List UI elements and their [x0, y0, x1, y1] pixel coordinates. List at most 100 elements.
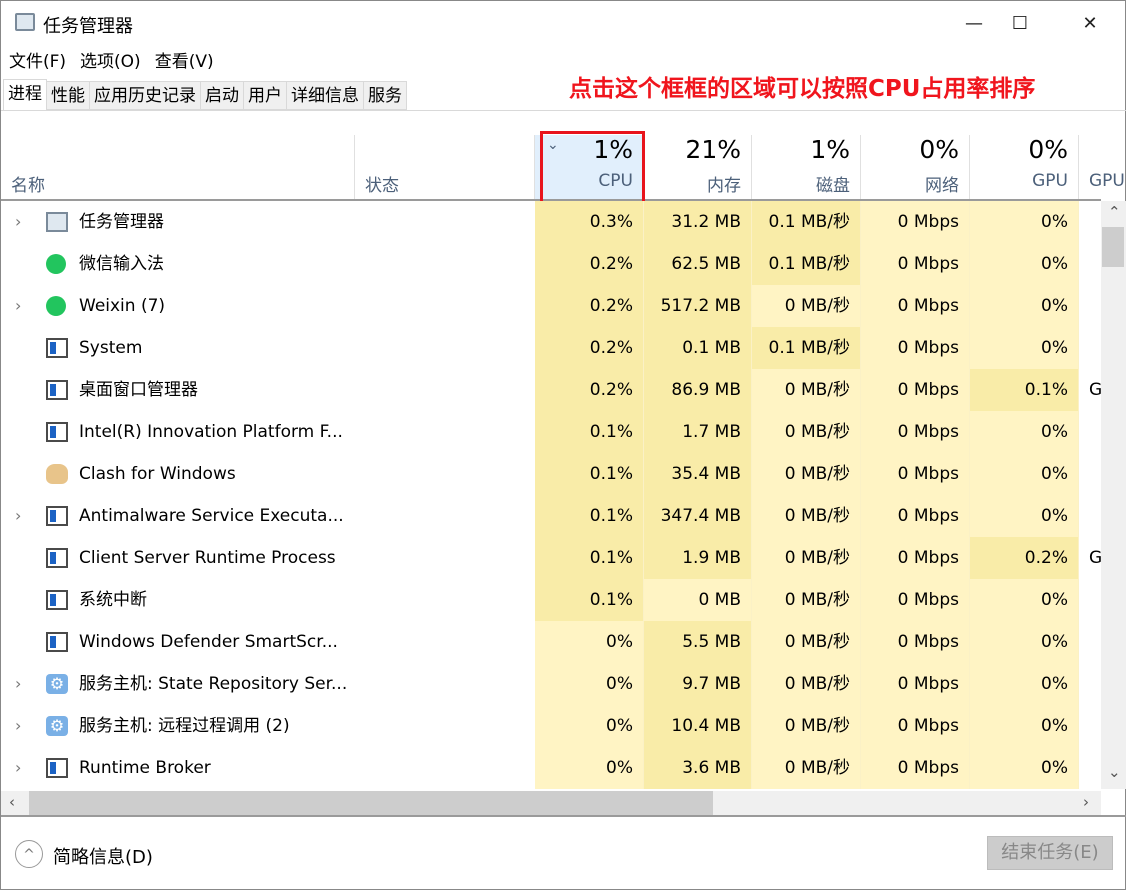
vertical-scroll-thumb[interactable]: [1102, 227, 1124, 267]
gpu-engine-cell: [1079, 495, 1101, 537]
gpu-engine-cell: G: [1089, 380, 1101, 400]
tab-details[interactable]: 详细信息: [287, 81, 364, 110]
header-cpu[interactable]: ⌄ 1% CPU: [535, 135, 644, 199]
end-task-button[interactable]: 结束任务(E): [987, 836, 1113, 870]
tab-users[interactable]: 用户: [244, 81, 287, 110]
header-status[interactable]: 状态: [355, 135, 535, 199]
cpu-cell: 0.1%: [535, 537, 644, 579]
network-cell: 0 Mbps: [861, 621, 970, 663]
disk-cell: 0 MB/秒: [752, 537, 861, 579]
table-row[interactable]: › ⚙ 服务主机: 远程过程调用 (2) 0% 10.4 MB 0 MB/秒 0 Mbps 0…: [1, 705, 1101, 747]
gpu-cell: 0%: [970, 453, 1079, 495]
scroll-down-icon[interactable]: ⌄: [1108, 763, 1121, 781]
table-row[interactable]: › 任务管理器 0.3% 31.2 MB 0.1 MB/秒 0 Mbps 0%: [1, 201, 1101, 243]
table-row[interactable]: 系统中断 0.1% 0 MB 0 MB/秒 0 Mbps 0%: [1, 579, 1101, 621]
cpu-total: 1%: [593, 135, 633, 164]
annotation-highlight-box: [540, 131, 645, 207]
cpu-cell: 0%: [535, 747, 644, 789]
table-row[interactable]: System 0.2% 0.1 MB 0.1 MB/秒 0 Mbps 0%: [1, 327, 1101, 369]
gpu-cell: 0%: [970, 705, 1079, 747]
header-memory[interactable]: 21% 内存: [644, 135, 752, 199]
disk-cell: 0.1 MB/秒: [752, 327, 861, 369]
expand-chevron-icon[interactable]: ›: [15, 296, 22, 315]
gpu-cell: 0%: [970, 663, 1079, 705]
chevron-up-circle-icon[interactable]: ^: [15, 840, 43, 868]
gpu-engine-cell: [1079, 621, 1101, 663]
network-cell: 0 Mbps: [861, 201, 970, 243]
gpu-engine-cell: [1079, 453, 1101, 495]
memory-cell: 1.7 MB: [644, 411, 752, 453]
scroll-left-icon[interactable]: ‹: [9, 793, 15, 811]
table-row[interactable]: Windows Defender SmartScr... 0% 5.5 MB 0 MB…: [1, 621, 1101, 663]
network-cell: 0 Mbps: [861, 705, 970, 747]
gpu-cell: 0%: [970, 579, 1079, 621]
horizontal-scroll-thumb[interactable]: [29, 791, 713, 815]
fewer-details-link[interactable]: 简略信息(D): [53, 847, 153, 868]
memory-cell: 0.1 MB: [644, 327, 752, 369]
memory-cell: 5.5 MB: [644, 621, 752, 663]
close-button[interactable]: ✕: [1082, 12, 1098, 34]
weixin-icon: [46, 296, 66, 316]
expand-chevron-icon[interactable]: ›: [15, 758, 22, 777]
maximize-button[interactable]: ☐: [1011, 12, 1029, 34]
header-network[interactable]: 0% 网络: [861, 135, 970, 199]
header-disk[interactable]: 1% 磁盘: [752, 135, 861, 199]
table-row[interactable]: Clash for Windows 0.1% 35.4 MB 0 MB/秒 0 Mbps…: [1, 453, 1101, 495]
expand-chevron-icon[interactable]: ›: [15, 212, 22, 231]
process-name: Client Server Runtime Process: [79, 548, 336, 568]
scroll-right-icon[interactable]: ›: [1083, 793, 1089, 811]
gear-icon: ⚙: [46, 674, 68, 694]
disk-cell: 0 MB/秒: [752, 621, 861, 663]
table-row[interactable]: 微信输入法 0.2% 62.5 MB 0.1 MB/秒 0 Mbps 0%: [1, 243, 1101, 285]
process-name: 任务管理器: [79, 212, 164, 232]
app-window-icon: [46, 590, 68, 610]
scroll-up-icon[interactable]: ⌃: [1108, 203, 1121, 221]
gpu-engine-cell: G: [1089, 548, 1101, 568]
task-manager-icon: [15, 13, 35, 31]
memory-cell: 62.5 MB: [644, 243, 752, 285]
disk-cell: 0 MB/秒: [752, 579, 861, 621]
network-cell: 0 Mbps: [861, 411, 970, 453]
process-name: Weixin (7): [79, 296, 166, 316]
table-row[interactable]: Intel(R) Innovation Platform F... 0.1% 1.7…: [1, 411, 1101, 453]
table-row[interactable]: Client Server Runtime Process 0.1% 1.9 MB 0…: [1, 537, 1101, 579]
menu-options[interactable]: 选项(O): [80, 52, 141, 72]
annotation-text: 点击这个框框的区域可以按照CPU占用率排序: [569, 76, 1036, 102]
header-gpu-engine[interactable]: GPU: [1079, 135, 1125, 199]
tab-services[interactable]: 服务: [364, 81, 407, 110]
gpu-cell: 0%: [970, 201, 1079, 243]
vertical-scrollbar[interactable]: ⌃ ⌄: [1101, 201, 1126, 789]
header-name[interactable]: 名称: [1, 135, 355, 199]
memory-cell: 31.2 MB: [644, 201, 752, 243]
app-window-icon: [46, 380, 68, 400]
tab-startup[interactable]: 启动: [201, 81, 244, 110]
minimize-button[interactable]: —: [965, 12, 983, 34]
menu-file[interactable]: 文件(F): [9, 52, 67, 72]
network-cell: 0 Mbps: [861, 243, 970, 285]
process-name: 微信输入法: [79, 254, 164, 274]
process-name: Clash for Windows: [79, 464, 236, 484]
tab-processes[interactable]: 进程: [3, 79, 47, 110]
wechat-ime-icon: [46, 254, 66, 274]
tab-app-history[interactable]: 应用历史记录: [90, 81, 201, 110]
network-cell: 0 Mbps: [861, 663, 970, 705]
tab-performance[interactable]: 性能: [47, 81, 90, 110]
table-row[interactable]: 桌面窗口管理器 0.2% 86.9 MB 0 MB/秒 0 Mbps 0.1% G: [1, 369, 1101, 411]
header-gpu[interactable]: 0% GPU: [970, 135, 1079, 199]
memory-cell: 517.2 MB: [644, 285, 752, 327]
expand-chevron-icon[interactable]: ›: [15, 506, 22, 525]
menu-view[interactable]: 查看(V): [154, 52, 214, 72]
table-row[interactable]: › Antimalware Service Executa... 0.1% 347.4…: [1, 495, 1101, 537]
table-row[interactable]: › Weixin (7) 0.2% 517.2 MB 0 MB/秒 0 Mbps 0%: [1, 285, 1101, 327]
app-window-icon: [46, 548, 68, 568]
header-name-label: 名称: [11, 176, 45, 196]
menu-bar: 文件(F) 选项(O) 查看(V): [1, 47, 214, 73]
memory-label: 内存: [707, 176, 741, 196]
divider: [1, 815, 1126, 817]
table-row[interactable]: › ⚙ 服务主机: State Repository Ser... 0% 9.7 MB 0…: [1, 663, 1101, 705]
table-row[interactable]: › Runtime Broker 0% 3.6 MB 0 MB/秒 0 Mbps 0%: [1, 747, 1101, 789]
expand-chevron-icon[interactable]: ›: [15, 716, 22, 735]
process-name: 服务主机: 远程过程调用 (2): [79, 716, 290, 736]
expand-chevron-icon[interactable]: ›: [15, 674, 22, 693]
app-window-icon: [46, 338, 68, 358]
